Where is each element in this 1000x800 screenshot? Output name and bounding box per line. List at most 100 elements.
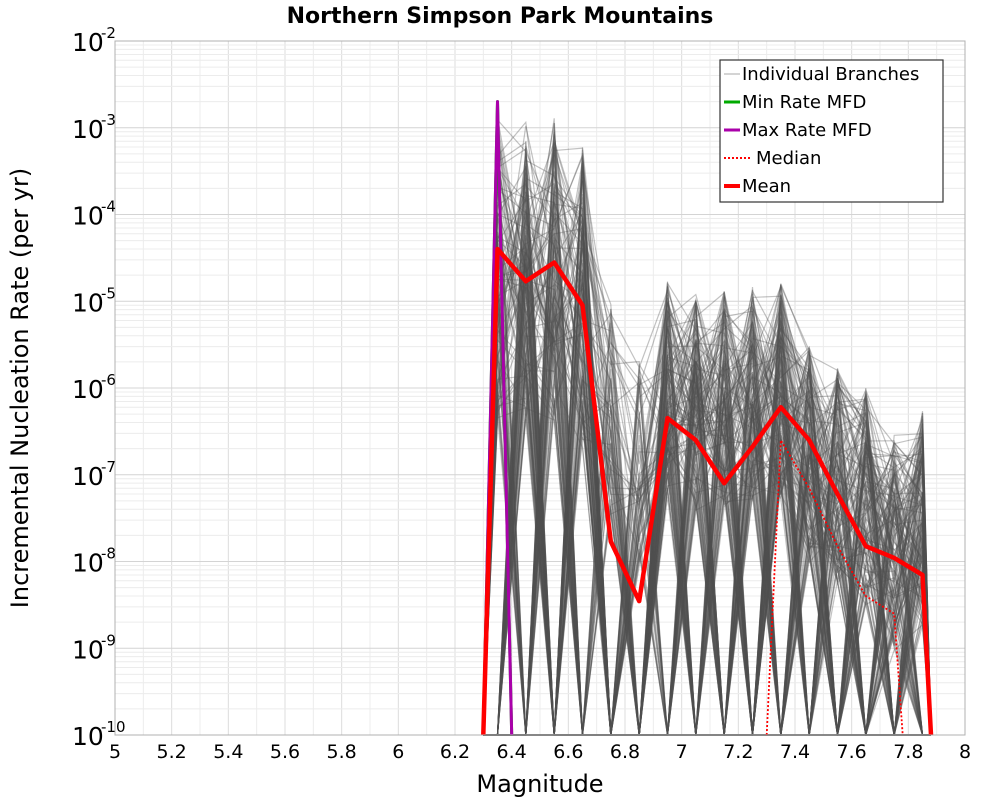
branch-line — [483, 153, 932, 736]
legend-label: Mean — [742, 176, 791, 197]
branch-line — [482, 136, 932, 736]
y-tick-label: 10 — [72, 462, 104, 491]
x-tick-label: 5.2 — [157, 741, 187, 763]
branch-line — [483, 209, 932, 736]
branch-line — [482, 132, 932, 736]
legend-label: Min Rate MFD — [742, 92, 866, 113]
branch-line — [482, 309, 932, 736]
y-tick-exponent: -2 — [101, 24, 116, 42]
y-tick-exponent: -9 — [101, 631, 116, 649]
branch-line — [483, 191, 931, 736]
x-tick-label: 7.2 — [723, 741, 753, 763]
branch-line — [482, 168, 931, 736]
branch-line — [483, 171, 932, 736]
branch-line — [483, 190, 932, 736]
branch-line — [482, 236, 931, 736]
branch-line — [483, 234, 932, 736]
branch-line — [483, 235, 932, 736]
branch-line — [482, 154, 931, 736]
y-tick-exponent: -3 — [101, 111, 116, 129]
chart-title: Northern Simpson Park Mountains — [287, 4, 714, 29]
branch-line — [482, 257, 932, 736]
y-tick-exponent: -5 — [101, 284, 116, 302]
legend-label: Max Rate MFD — [742, 120, 872, 141]
branch-line — [482, 156, 931, 736]
branch-line — [482, 180, 931, 736]
branch-line — [482, 281, 931, 736]
branch-line — [483, 284, 932, 736]
x-tick-label: 8 — [959, 741, 971, 763]
branch-line — [482, 317, 932, 736]
y-tick-label: 10 — [72, 115, 104, 144]
branch-line — [483, 165, 932, 736]
branch-line — [482, 217, 932, 736]
branch-line — [483, 203, 932, 736]
branch-line — [482, 278, 931, 736]
branch-line — [483, 189, 932, 736]
branch-line — [483, 294, 932, 736]
y-tick-label: 10 — [72, 722, 104, 751]
y-tick-label: 10 — [72, 202, 104, 231]
x-tick-label: 6.8 — [610, 741, 640, 763]
branch-line — [482, 251, 932, 736]
branch-line — [483, 312, 932, 736]
branch-line — [482, 151, 931, 736]
branch-line — [483, 268, 931, 736]
branch-line — [483, 318, 932, 736]
branch-line — [482, 182, 932, 736]
branch-line — [483, 269, 932, 736]
branch-line — [482, 120, 931, 736]
branch-line — [483, 142, 932, 736]
branch-line — [482, 234, 931, 736]
branch-line — [483, 209, 931, 736]
grid — [114, 41, 966, 736]
branch-line — [482, 238, 932, 736]
branch-line — [482, 294, 932, 736]
x-tick-label: 7.8 — [893, 741, 923, 763]
branch-line — [482, 218, 932, 736]
series-mean — [481, 246, 934, 736]
x-tick-label: 7 — [676, 741, 688, 763]
branch-line — [483, 147, 931, 736]
branch-line — [482, 261, 932, 736]
branch-line — [483, 343, 932, 736]
branch-line — [482, 163, 932, 736]
branch-line — [483, 353, 931, 736]
y-tick-exponent: -7 — [101, 458, 116, 476]
branch-line — [482, 197, 932, 736]
branch-line — [483, 146, 931, 736]
x-tick-label: 6.4 — [497, 741, 527, 763]
x-tick-label: 6 — [392, 741, 404, 763]
branch-line — [482, 194, 931, 736]
branch-line — [482, 345, 932, 736]
branch-line — [482, 245, 932, 736]
branch-line — [483, 300, 932, 736]
x-tick-label: 5 — [109, 741, 121, 763]
branch-line — [483, 245, 932, 736]
branch-line — [483, 170, 931, 736]
branch-line — [482, 177, 932, 736]
branch-line — [483, 210, 932, 736]
branch-line — [483, 205, 932, 736]
branch-line — [482, 258, 931, 736]
y-tick-label: 10 — [72, 28, 104, 57]
branch-line — [483, 171, 932, 736]
branch-line — [482, 180, 932, 736]
branch-line — [482, 154, 932, 736]
branch-line — [483, 316, 932, 736]
branch-line — [483, 237, 931, 736]
branch-line — [483, 251, 932, 736]
branch-line — [482, 283, 932, 736]
branch-line — [482, 180, 931, 736]
branch-line — [483, 205, 931, 736]
x-tick-label: 6.6 — [553, 741, 583, 763]
branch-line — [482, 280, 931, 736]
branch-line — [482, 279, 932, 736]
branch-line — [482, 338, 931, 736]
legend-box — [719, 59, 944, 203]
branch-line — [482, 287, 931, 736]
branch-line — [483, 261, 931, 736]
branch-line — [483, 279, 932, 736]
